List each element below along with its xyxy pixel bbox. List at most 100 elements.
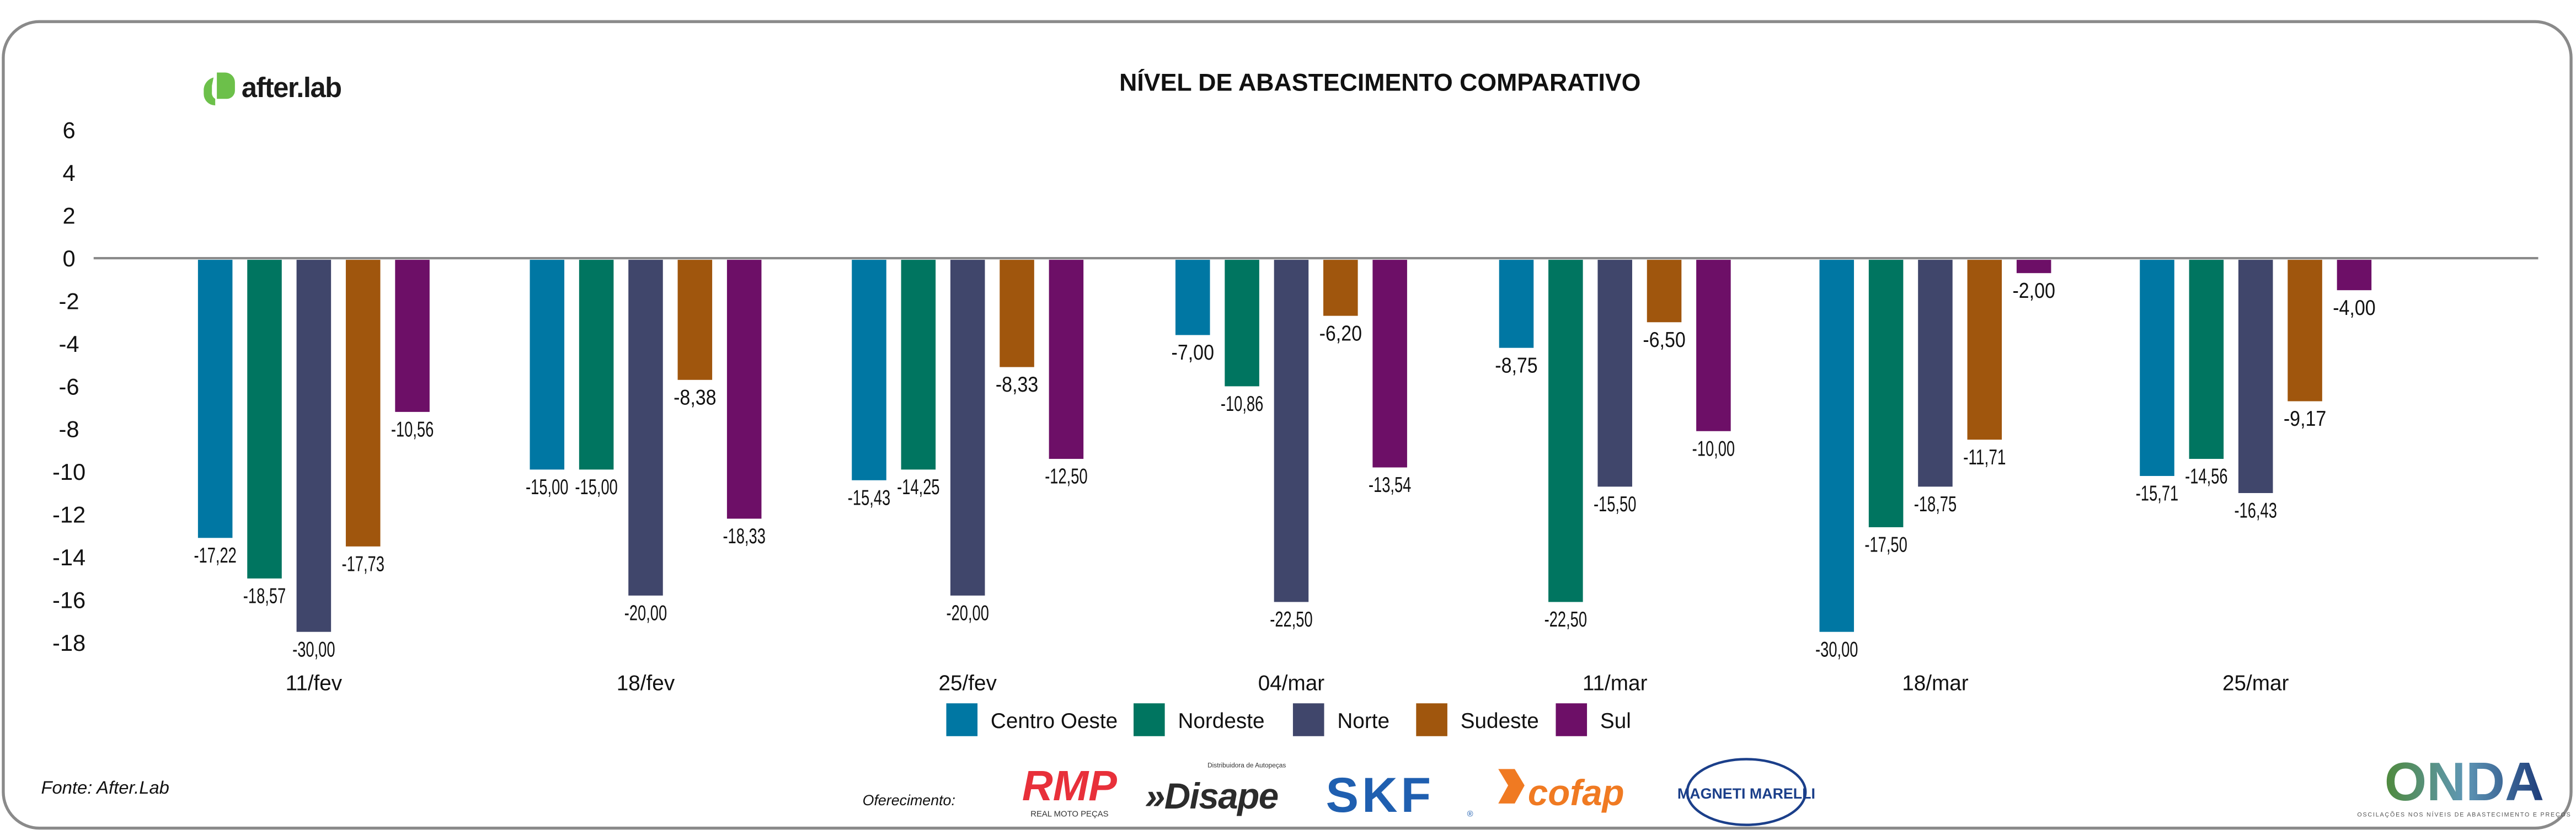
data-label: -22,50 bbox=[1544, 608, 1587, 631]
data-label: -14,56 bbox=[2185, 465, 2227, 489]
data-label: -30,00 bbox=[1815, 638, 1858, 661]
data-label: -12,50 bbox=[1045, 465, 1087, 489]
disape-logo-text: »Disape bbox=[1145, 776, 1278, 816]
bar-norte bbox=[1918, 260, 1953, 487]
rmp-tagline: REAL MOTO PEÇAS bbox=[1030, 810, 1108, 819]
data-label: -15,43 bbox=[848, 486, 890, 510]
sponsor-skf-logo: SKF ® bbox=[1326, 767, 1473, 822]
y-tick-label: 2 bbox=[62, 203, 75, 229]
data-label: -17,73 bbox=[341, 552, 384, 576]
y-tick-label: -16 bbox=[52, 587, 85, 613]
bar-centro-oeste bbox=[1499, 260, 1534, 348]
y-tick-label: 6 bbox=[62, 117, 75, 143]
bar-sudeste bbox=[1000, 260, 1034, 367]
legend-item: Sudeste bbox=[1416, 703, 1539, 736]
bar-norte bbox=[628, 260, 663, 596]
y-tick-label: 0 bbox=[62, 245, 75, 271]
legend-item: Sul bbox=[1556, 703, 1631, 736]
bar-centro-oeste bbox=[1175, 260, 1210, 335]
data-label: -15,50 bbox=[1594, 493, 1636, 516]
x-tick-label: 18/fev bbox=[617, 671, 675, 695]
y-tick-label: 4 bbox=[62, 160, 75, 186]
data-label: -18,33 bbox=[723, 524, 765, 548]
bar-norte bbox=[950, 260, 985, 596]
bar-centro-oeste bbox=[530, 260, 565, 470]
bar-sudeste bbox=[345, 260, 381, 547]
sponsor-magneti-marelli-logo: MAGNETI MARELLI bbox=[1677, 758, 1815, 826]
legend-label: Centro Oeste bbox=[991, 709, 1118, 733]
sponsor-rmp-logo: RMP REAL MOTO PEÇAS bbox=[1022, 762, 1117, 819]
bar-sudeste bbox=[677, 260, 713, 380]
legend-swatch bbox=[1134, 703, 1165, 736]
legend-label: Norte bbox=[1337, 709, 1389, 733]
skf-registered: ® bbox=[1467, 810, 1473, 819]
data-label: -2,00 bbox=[2012, 279, 2055, 303]
brand-name: after.lab bbox=[242, 72, 341, 103]
bar-sul bbox=[726, 260, 762, 519]
y-tick-label: -4 bbox=[59, 331, 79, 357]
data-label: -8,38 bbox=[674, 386, 716, 409]
bar-sul bbox=[1049, 260, 1084, 459]
y-tick-label: -2 bbox=[59, 288, 79, 314]
bar-centro-oeste bbox=[852, 260, 886, 480]
disape-tagline: Distribuidora de Autopeças bbox=[1207, 761, 1286, 769]
bars: -17,22 -18,57 -30,00 -17,73 -10,56 -15,00 -15,… bbox=[194, 260, 2376, 661]
bar-nordeste bbox=[1225, 260, 1259, 387]
y-axis: 6 4 2 0 -2 -4 -6 -8 -10 -12 -14 -16 -18 bbox=[52, 117, 85, 656]
data-label: -10,00 bbox=[1692, 437, 1735, 461]
cofap-mark-icon bbox=[1498, 769, 1525, 804]
sponsor-disape-logo: »Disape Distribuidora de Autopeças bbox=[1145, 761, 1286, 816]
bar-norte bbox=[1597, 260, 1632, 487]
y-tick-label: -18 bbox=[52, 630, 85, 656]
legend-swatch bbox=[1416, 703, 1447, 736]
cofap-logo-text: cofap bbox=[1528, 773, 1624, 813]
onda-logo: ONDA OSCILAÇÕES NOS NÍVEIS DE ABASTECIME… bbox=[2357, 751, 2571, 818]
y-tick-label: -10 bbox=[52, 459, 85, 485]
legend-label: Sul bbox=[1600, 709, 1631, 733]
chart-title: NÍVEL DE ABASTECIMENTO COMPARATIVO bbox=[1119, 68, 1640, 96]
bar-sudeste bbox=[2288, 260, 2322, 402]
bar-centro-oeste bbox=[2140, 260, 2174, 477]
data-label: -22,50 bbox=[1270, 608, 1312, 631]
bar-sul bbox=[2337, 260, 2372, 291]
magneti-marelli-logo-text: MAGNETI MARELLI bbox=[1677, 785, 1815, 802]
bar-nordeste bbox=[579, 260, 614, 470]
source-note: Fonte: After.Lab bbox=[41, 777, 169, 797]
bar-norte bbox=[296, 260, 332, 632]
bar-sudeste bbox=[1323, 260, 1358, 316]
y-tick-label: -8 bbox=[59, 416, 79, 442]
bar-norte bbox=[1274, 260, 1309, 602]
legend-swatch bbox=[946, 703, 978, 736]
data-label: -18,75 bbox=[1914, 493, 1957, 516]
x-tick-label: 11/mar bbox=[1583, 671, 1648, 695]
x-tick-label: 25/mar bbox=[2222, 671, 2289, 695]
data-label: -16,43 bbox=[2235, 499, 2277, 523]
rmp-logo-text: RMP bbox=[1022, 762, 1117, 810]
x-axis: 11/fev 18/fev 25/fev 04/mar 11/mar 18/mar 25/m… bbox=[286, 671, 2289, 695]
data-label: -8,75 bbox=[1495, 354, 1537, 377]
data-label: -13,54 bbox=[1369, 473, 1411, 497]
y-tick-label: -6 bbox=[59, 373, 79, 399]
onda-tagline: OSCILAÇÕES NOS NÍVEIS DE ABASTECIMENTO E… bbox=[2357, 811, 2571, 818]
data-label: -4,00 bbox=[2333, 296, 2375, 320]
legend: Centro Oeste Nordeste Norte Sudeste Sul bbox=[946, 703, 1631, 736]
data-label: -14,25 bbox=[897, 475, 939, 499]
x-tick-label: 25/fev bbox=[939, 671, 997, 695]
bar-sudeste bbox=[1647, 260, 1682, 323]
bar-centro-oeste bbox=[1819, 260, 1854, 632]
data-label: -10,86 bbox=[1221, 392, 1263, 416]
data-label: -7,00 bbox=[1172, 341, 1214, 365]
data-label: -8,33 bbox=[996, 373, 1038, 397]
bar-sul bbox=[395, 260, 430, 412]
bar-sul bbox=[2016, 260, 2051, 274]
data-label: -20,00 bbox=[624, 602, 667, 625]
legend-swatch bbox=[1556, 703, 1588, 736]
bar-sul bbox=[1696, 260, 1731, 431]
x-tick-label: 18/mar bbox=[1902, 671, 1969, 695]
legend-label: Nordeste bbox=[1178, 709, 1264, 733]
y-tick-label: -12 bbox=[52, 502, 85, 528]
data-label: -18,57 bbox=[243, 585, 286, 608]
sponsor-cofap-logo: cofap bbox=[1498, 769, 1624, 813]
bar-nordeste bbox=[1868, 260, 1904, 527]
